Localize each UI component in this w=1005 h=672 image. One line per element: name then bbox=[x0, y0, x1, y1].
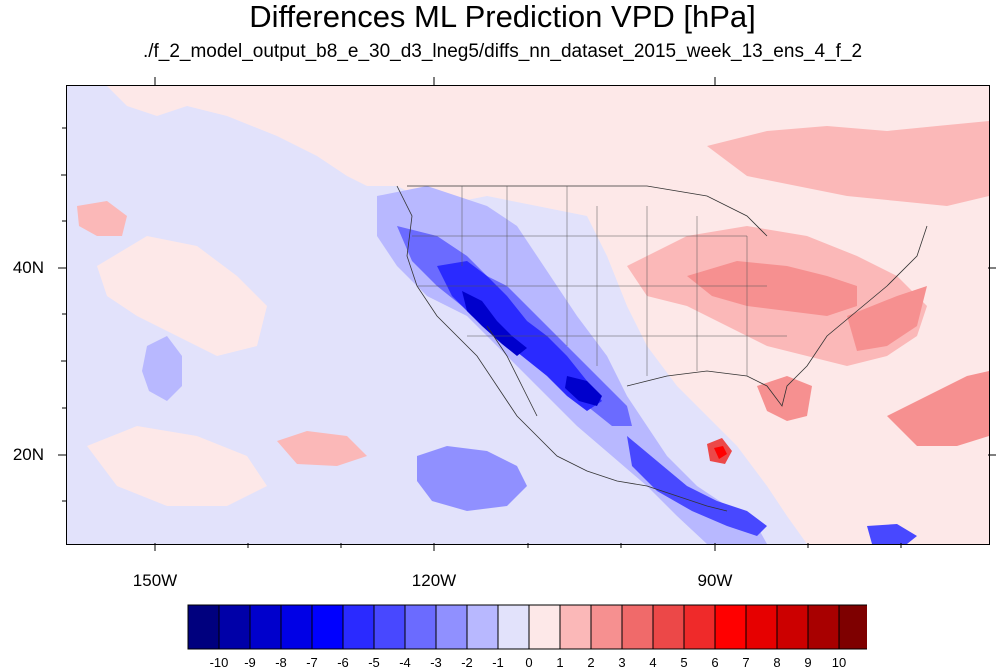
colorbar-label: 5 bbox=[680, 655, 688, 670]
plot-subtitle: ./f_2_model_output_b8_e_30_d3_lneg5/diff… bbox=[142, 41, 863, 62]
colorbar-label: -8 bbox=[275, 655, 287, 670]
colorbar-swatch bbox=[218, 604, 251, 650]
coastlines bbox=[396, 185, 928, 512]
colorbar-swatch bbox=[776, 604, 809, 650]
red-north-canada bbox=[707, 121, 989, 206]
map-panel bbox=[66, 85, 990, 545]
colorbar-swatch bbox=[745, 604, 778, 650]
colorbar-label: 6 bbox=[711, 655, 719, 670]
state-borders bbox=[412, 186, 787, 376]
colorbar-label: -9 bbox=[244, 655, 256, 670]
colorbar-swatch bbox=[807, 604, 840, 650]
colorbar-label: 8 bbox=[773, 655, 781, 670]
lon-label-90w: 90W bbox=[697, 571, 733, 590]
colorbar bbox=[187, 604, 867, 650]
colorbar-label: 4 bbox=[649, 655, 657, 670]
colorbar-label: 10 bbox=[831, 655, 847, 670]
colorbar-swatch bbox=[652, 604, 685, 650]
colorbar-label: 9 bbox=[804, 655, 812, 670]
colorbar-label: 0 bbox=[525, 655, 533, 670]
colorbar-label: 7 bbox=[742, 655, 750, 670]
lat-label-40n: 40N bbox=[12, 258, 44, 277]
darkest-blue-core bbox=[462, 291, 527, 356]
colorbar-swatch bbox=[683, 604, 716, 650]
light-red-pacific-2 bbox=[87, 426, 267, 506]
colorbar-swatch bbox=[187, 604, 220, 650]
colorbar-swatch bbox=[311, 604, 344, 650]
plot-title: Differences ML Prediction VPD [hPa] bbox=[249, 0, 756, 34]
colorbar-swatch bbox=[435, 604, 468, 650]
darkest-blue-core-2 bbox=[565, 376, 602, 406]
colorbar-swatch bbox=[838, 604, 867, 650]
colorbar-swatch bbox=[249, 604, 282, 650]
colorbar-label: 2 bbox=[587, 655, 595, 670]
colorbar-label: -1 bbox=[492, 655, 504, 670]
colorbar-label: -7 bbox=[306, 655, 318, 670]
colorbar-swatch bbox=[404, 604, 437, 650]
mid-blue-pacific-blob-2 bbox=[142, 336, 182, 401]
colorbar-label: 1 bbox=[556, 655, 564, 670]
colorbar-swatch bbox=[714, 604, 747, 650]
colorbar-swatch bbox=[466, 604, 499, 650]
colorbar-label: -10 bbox=[209, 655, 229, 670]
colorbar-swatch bbox=[559, 604, 592, 650]
colorbar-swatch bbox=[528, 604, 561, 650]
red-atlantic-south bbox=[887, 371, 989, 446]
red-florida bbox=[757, 376, 812, 421]
red-hotspot-core bbox=[714, 446, 727, 459]
lon-label-120w: 120W bbox=[411, 571, 457, 590]
colorbar-swatch bbox=[342, 604, 375, 650]
colorbar-swatch bbox=[621, 604, 654, 650]
red-pacific-south bbox=[277, 431, 367, 466]
light-red-pacific bbox=[97, 236, 267, 356]
vpd-difference-field bbox=[67, 86, 989, 544]
colorbar-swatch bbox=[280, 604, 313, 650]
blue-mexico-coast bbox=[627, 436, 767, 536]
colorbar-label: -4 bbox=[399, 655, 411, 670]
colorbar-label: -5 bbox=[368, 655, 380, 670]
blue-caribbean-speckle bbox=[867, 524, 917, 544]
colorbar-label: 3 bbox=[618, 655, 626, 670]
red-pacific-west bbox=[77, 201, 127, 236]
colorbar-label: -3 bbox=[430, 655, 442, 670]
colorbar-swatch bbox=[373, 604, 406, 650]
colorbar-label: -6 bbox=[337, 655, 349, 670]
red-eastern-us-core bbox=[687, 261, 857, 316]
colorbar-swatch bbox=[590, 604, 623, 650]
lat-label-20n: 20N bbox=[12, 445, 44, 464]
mid-blue-pacific-blob bbox=[417, 446, 527, 511]
colorbar-labels: -10 -9 -8 -7 -6 -5 -4 -3 -2 -1 0 1 2 3 4 5 6 7 8 9 10 bbox=[0, 656, 1005, 672]
colorbar-swatch bbox=[497, 604, 530, 650]
lon-label-150w: 150W bbox=[132, 571, 178, 590]
red-atlantic bbox=[847, 286, 927, 351]
colorbar-label: -2 bbox=[461, 655, 473, 670]
